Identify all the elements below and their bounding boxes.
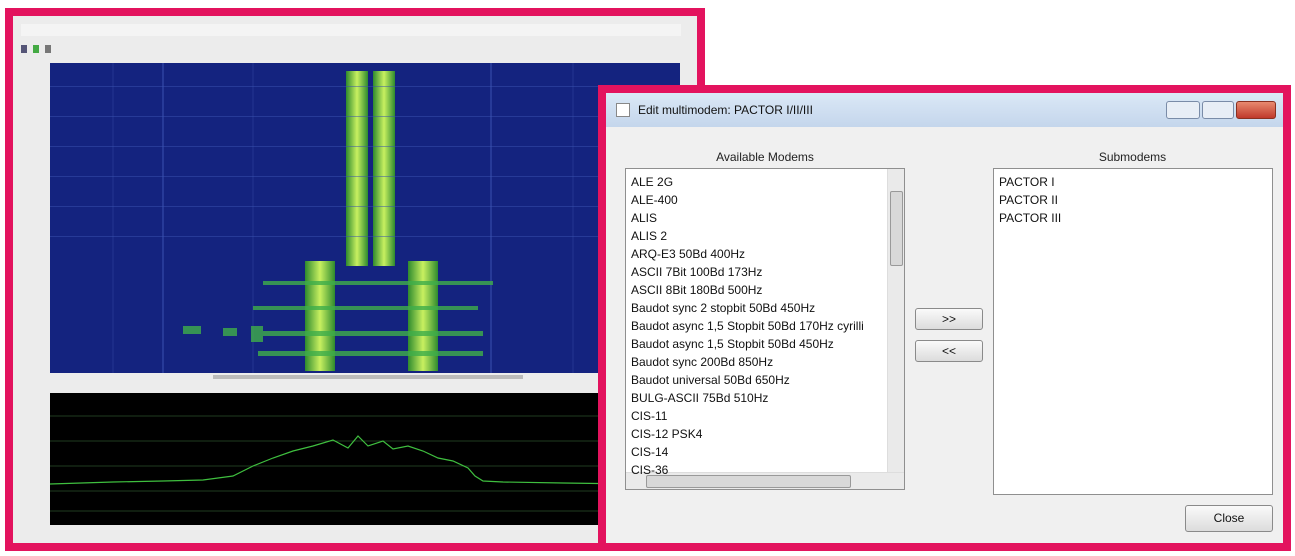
h-scrollbar[interactable] xyxy=(626,472,904,489)
maximize-button[interactable] xyxy=(1202,101,1234,119)
dialog: Edit multimodem: PACTOR I/II/III Availab… xyxy=(598,85,1291,551)
spectrum-display xyxy=(49,63,680,525)
list-item[interactable]: ARQ-E3 50Bd 400Hz xyxy=(631,247,746,261)
close-window-button[interactable] xyxy=(1236,101,1276,119)
list-item[interactable]: CIS-14 xyxy=(631,445,669,459)
list-item[interactable]: PACTOR II xyxy=(999,193,1058,207)
v-scrollbar[interactable] xyxy=(887,169,904,472)
submodems-list[interactable]: PACTOR I PACTOR II PACTOR III xyxy=(993,168,1273,495)
close-button[interactable]: Close xyxy=(1185,505,1273,532)
list-item[interactable]: ASCII 7Bit 100Bd 173Hz xyxy=(631,265,763,279)
list-item[interactable]: PACTOR I xyxy=(999,175,1055,189)
available-label: Available Modems xyxy=(716,150,814,164)
list-item[interactable]: Baudot sync 2 stopbit 50Bd 450Hz xyxy=(631,301,816,315)
list-item[interactable]: CIS-11 xyxy=(631,409,668,423)
list-item[interactable]: ALE-400 xyxy=(631,193,678,207)
list-item[interactable]: Baudot sync 200Bd 850Hz xyxy=(631,355,774,369)
remove-button[interactable]: << xyxy=(915,340,983,362)
list-item[interactable]: Baudot universal 50Bd 650Hz xyxy=(631,373,790,387)
list-item[interactable]: ALE 2G xyxy=(631,175,674,189)
list-item[interactable]: Baudot async 1,5 Stopbit 50Bd 450Hz xyxy=(631,337,834,351)
submodems-label: Submodems xyxy=(1098,150,1167,164)
list-item[interactable]: CIS-36 xyxy=(631,463,669,477)
toolbar xyxy=(21,42,61,54)
available-list[interactable]: ALE 2G ALE-400 ALIS ALIS 2 ARQ-E3 50Bd 400Hz… xyxy=(625,168,905,490)
list-item[interactable]: BULG-ASCII 75Bd 510Hz xyxy=(631,391,769,405)
add-button[interactable]: >> xyxy=(915,308,983,330)
list-item[interactable]: Baudot async 1,5 Stopbit 50Bd 170Hz cyri… xyxy=(631,319,864,333)
list-item[interactable]: PACTOR III xyxy=(999,211,1062,225)
analyzer-window xyxy=(5,8,705,551)
list-item[interactable]: CIS-12 PSK4 xyxy=(631,427,703,441)
list-items: PACTOR I PACTOR II PACTOR III xyxy=(994,173,1272,227)
window-icon xyxy=(616,103,630,117)
menu-bar xyxy=(21,24,681,36)
list-item[interactable]: ASCII 8Bit 180Bd 500Hz xyxy=(631,283,763,297)
v-scroll-thumb[interactable] xyxy=(890,191,903,266)
title-bar: Edit multimodem: PACTOR I/II/III xyxy=(606,93,1283,127)
h-scroll-thumb[interactable] xyxy=(646,475,851,488)
dialog-title: Edit multimodem: PACTOR I/II/III xyxy=(638,103,813,117)
list-items: ALE 2G ALE-400 ALIS ALIS 2 ARQ-E3 50Bd 400Hz… xyxy=(626,173,886,479)
list-item[interactable]: ALIS xyxy=(631,211,658,225)
list-item[interactable]: ALIS 2 xyxy=(631,229,668,243)
minimize-button[interactable] xyxy=(1166,101,1200,119)
